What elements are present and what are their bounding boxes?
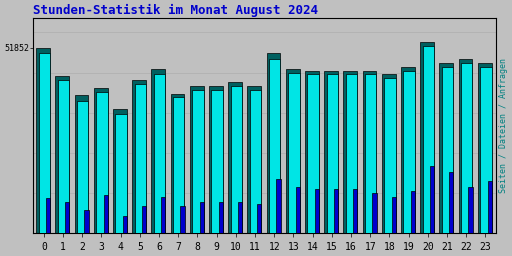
- Bar: [392, 197, 396, 233]
- Bar: [305, 71, 319, 233]
- Bar: [401, 67, 415, 233]
- Bar: [94, 88, 108, 233]
- Bar: [480, 67, 492, 233]
- Bar: [327, 74, 338, 233]
- Bar: [228, 82, 242, 233]
- Bar: [77, 101, 89, 233]
- Bar: [75, 95, 89, 233]
- Bar: [382, 74, 396, 233]
- Bar: [132, 80, 146, 233]
- Bar: [65, 202, 70, 233]
- Bar: [315, 189, 319, 233]
- Bar: [103, 195, 108, 233]
- Bar: [307, 74, 319, 233]
- Bar: [449, 172, 454, 233]
- Bar: [113, 109, 127, 233]
- Bar: [384, 78, 396, 233]
- Bar: [478, 63, 492, 233]
- Bar: [200, 202, 204, 233]
- Bar: [346, 74, 357, 233]
- Bar: [411, 191, 415, 233]
- Bar: [170, 93, 184, 233]
- Bar: [55, 76, 69, 233]
- Bar: [190, 86, 204, 233]
- Y-axis label: Seiten / Dateien / Anfragen: Seiten / Dateien / Anfragen: [499, 58, 508, 193]
- Bar: [420, 42, 434, 233]
- Bar: [468, 187, 473, 233]
- Bar: [192, 90, 204, 233]
- Bar: [142, 206, 146, 233]
- Text: Stunden-Statistik im Monat August 2024: Stunden-Statistik im Monat August 2024: [33, 4, 318, 17]
- Bar: [247, 86, 261, 233]
- Bar: [439, 63, 453, 233]
- Bar: [180, 206, 185, 233]
- Bar: [459, 59, 473, 233]
- Bar: [238, 202, 242, 233]
- Bar: [36, 48, 50, 233]
- Bar: [96, 92, 108, 233]
- Bar: [324, 71, 338, 233]
- Bar: [295, 187, 300, 233]
- Bar: [286, 69, 300, 233]
- Bar: [487, 181, 492, 233]
- Bar: [173, 97, 184, 233]
- Bar: [230, 86, 242, 233]
- Bar: [219, 202, 223, 233]
- Bar: [334, 189, 338, 233]
- Bar: [135, 84, 146, 233]
- Bar: [211, 90, 223, 233]
- Bar: [269, 59, 281, 233]
- Bar: [422, 46, 434, 233]
- Bar: [365, 74, 376, 233]
- Bar: [58, 80, 69, 233]
- Bar: [430, 166, 434, 233]
- Bar: [344, 71, 357, 233]
- Bar: [209, 86, 223, 233]
- Bar: [152, 69, 165, 233]
- Bar: [288, 72, 300, 233]
- Bar: [161, 197, 165, 233]
- Bar: [276, 179, 281, 233]
- Bar: [372, 193, 377, 233]
- Bar: [442, 67, 453, 233]
- Bar: [362, 71, 376, 233]
- Bar: [353, 189, 357, 233]
- Bar: [46, 198, 50, 233]
- Bar: [250, 90, 261, 233]
- Bar: [403, 71, 415, 233]
- Bar: [84, 210, 89, 233]
- Bar: [123, 216, 127, 233]
- Bar: [38, 54, 50, 233]
- Bar: [257, 204, 262, 233]
- Bar: [461, 63, 473, 233]
- Bar: [154, 74, 165, 233]
- Bar: [267, 54, 281, 233]
- Bar: [115, 114, 127, 233]
